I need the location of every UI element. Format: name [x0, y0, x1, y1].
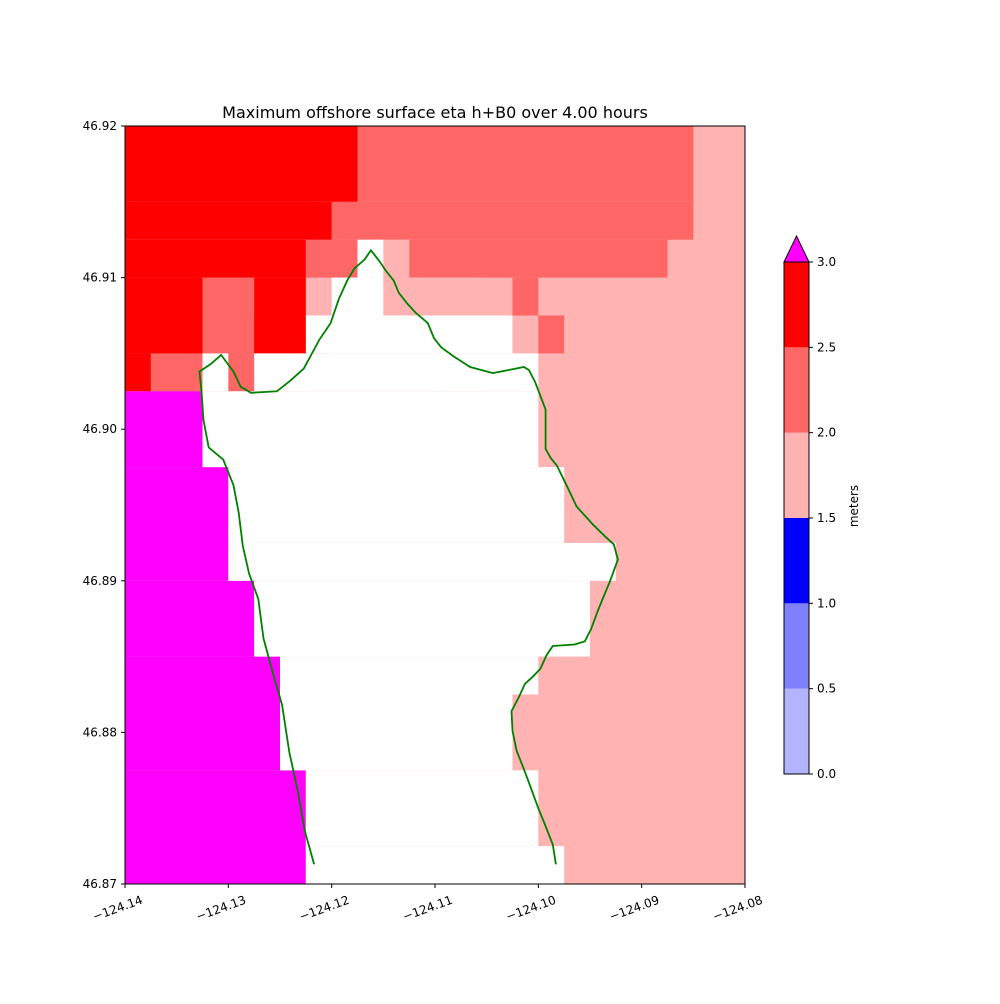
heatmap-cell: [125, 201, 332, 240]
y-axis: 46.92 46.91 46.90 46.89 46.88 46.87: [83, 119, 125, 891]
y-tick-label: 46.91: [83, 271, 117, 285]
colorbar-segment: [784, 603, 809, 689]
y-tick-label: 46.89: [83, 574, 117, 588]
heatmap-cell: [125, 315, 203, 354]
y-tick-label: 46.90: [83, 422, 117, 436]
heatmap-cell: [305, 239, 358, 278]
heatmap-cell: [125, 239, 306, 278]
colorbar-tick-label: 0.5: [817, 682, 836, 696]
y-tick-label: 46.88: [83, 725, 117, 739]
colorbar-segment: [784, 347, 809, 433]
colorbar-segment: [784, 518, 809, 604]
heatmap-cell: [125, 391, 203, 468]
x-axis: −124.14 −124.13 −124.12 −124.11 −124.10 −124.…: [91, 884, 765, 924]
x-tick-label: −124.12: [297, 893, 351, 924]
colorbar-segment: [784, 688, 809, 774]
land-cell: [305, 770, 539, 847]
heatmap-cell: [125, 770, 306, 884]
heatmap-cell: [125, 656, 280, 771]
heatmap-cell: [125, 277, 203, 316]
land-cell: [228, 467, 565, 543]
land-cell: [280, 694, 513, 771]
land-cell: [254, 580, 590, 657]
colorbar-tick-label: 2.0: [817, 426, 836, 440]
x-tick-label: −124.08: [711, 893, 765, 924]
land-cell: [280, 656, 539, 695]
shoreline-line: [198, 248, 619, 865]
heatmap-cell: [409, 239, 668, 278]
colorbar-label: meters: [847, 485, 861, 527]
chart-title: Maximum offshore surface eta h+B0 over 4…: [222, 103, 648, 122]
heatmap-cell: [331, 201, 694, 240]
x-tick-label: −124.14: [91, 893, 145, 924]
colorbar-tick-label: 2.5: [817, 340, 836, 354]
colorbar-tick-label: 1.0: [817, 596, 836, 610]
colorbar: 0.0 0.5 1.0 1.5 2.0 2.5 3.0: [783, 234, 836, 781]
colorbar-tick-label: 0.0: [817, 767, 836, 781]
x-tick-label: −124.09: [607, 893, 661, 924]
heatmap-cell: [538, 315, 565, 354]
colorbar-segment: [784, 432, 809, 518]
y-tick-label: 46.87: [83, 877, 117, 891]
colorbar-tick-label: 3.0: [817, 255, 836, 269]
land-cell: [305, 315, 513, 354]
shoreline: [198, 248, 619, 865]
land-mask: [202, 239, 616, 884]
heatmap-cell: [383, 239, 410, 278]
heatmap-cell: [512, 277, 539, 316]
x-tick-label: −124.11: [401, 893, 455, 924]
land-cell: [357, 239, 384, 278]
heatmap-cell: [125, 353, 151, 392]
land-cell: [202, 391, 539, 468]
y-tick-label: 46.92: [83, 119, 117, 133]
heatmap-cell: [125, 126, 358, 202]
colorbar-tick-label: 1.5: [817, 511, 836, 525]
heatmap-cell: [202, 277, 255, 316]
heatmap-cell: [125, 580, 255, 657]
x-tick-label: −124.13: [194, 893, 248, 924]
land-cell: [228, 542, 616, 581]
land-cell: [305, 846, 565, 884]
heatmap-cell: [357, 126, 694, 202]
heatmap-cell: [383, 277, 487, 316]
colorbar-extend-arrow: [783, 234, 810, 263]
heatmap-cell: [125, 467, 229, 581]
heatmap-cell: [254, 277, 306, 316]
colorbar-segment: [784, 262, 809, 348]
x-tick-label: −124.10: [504, 893, 558, 924]
